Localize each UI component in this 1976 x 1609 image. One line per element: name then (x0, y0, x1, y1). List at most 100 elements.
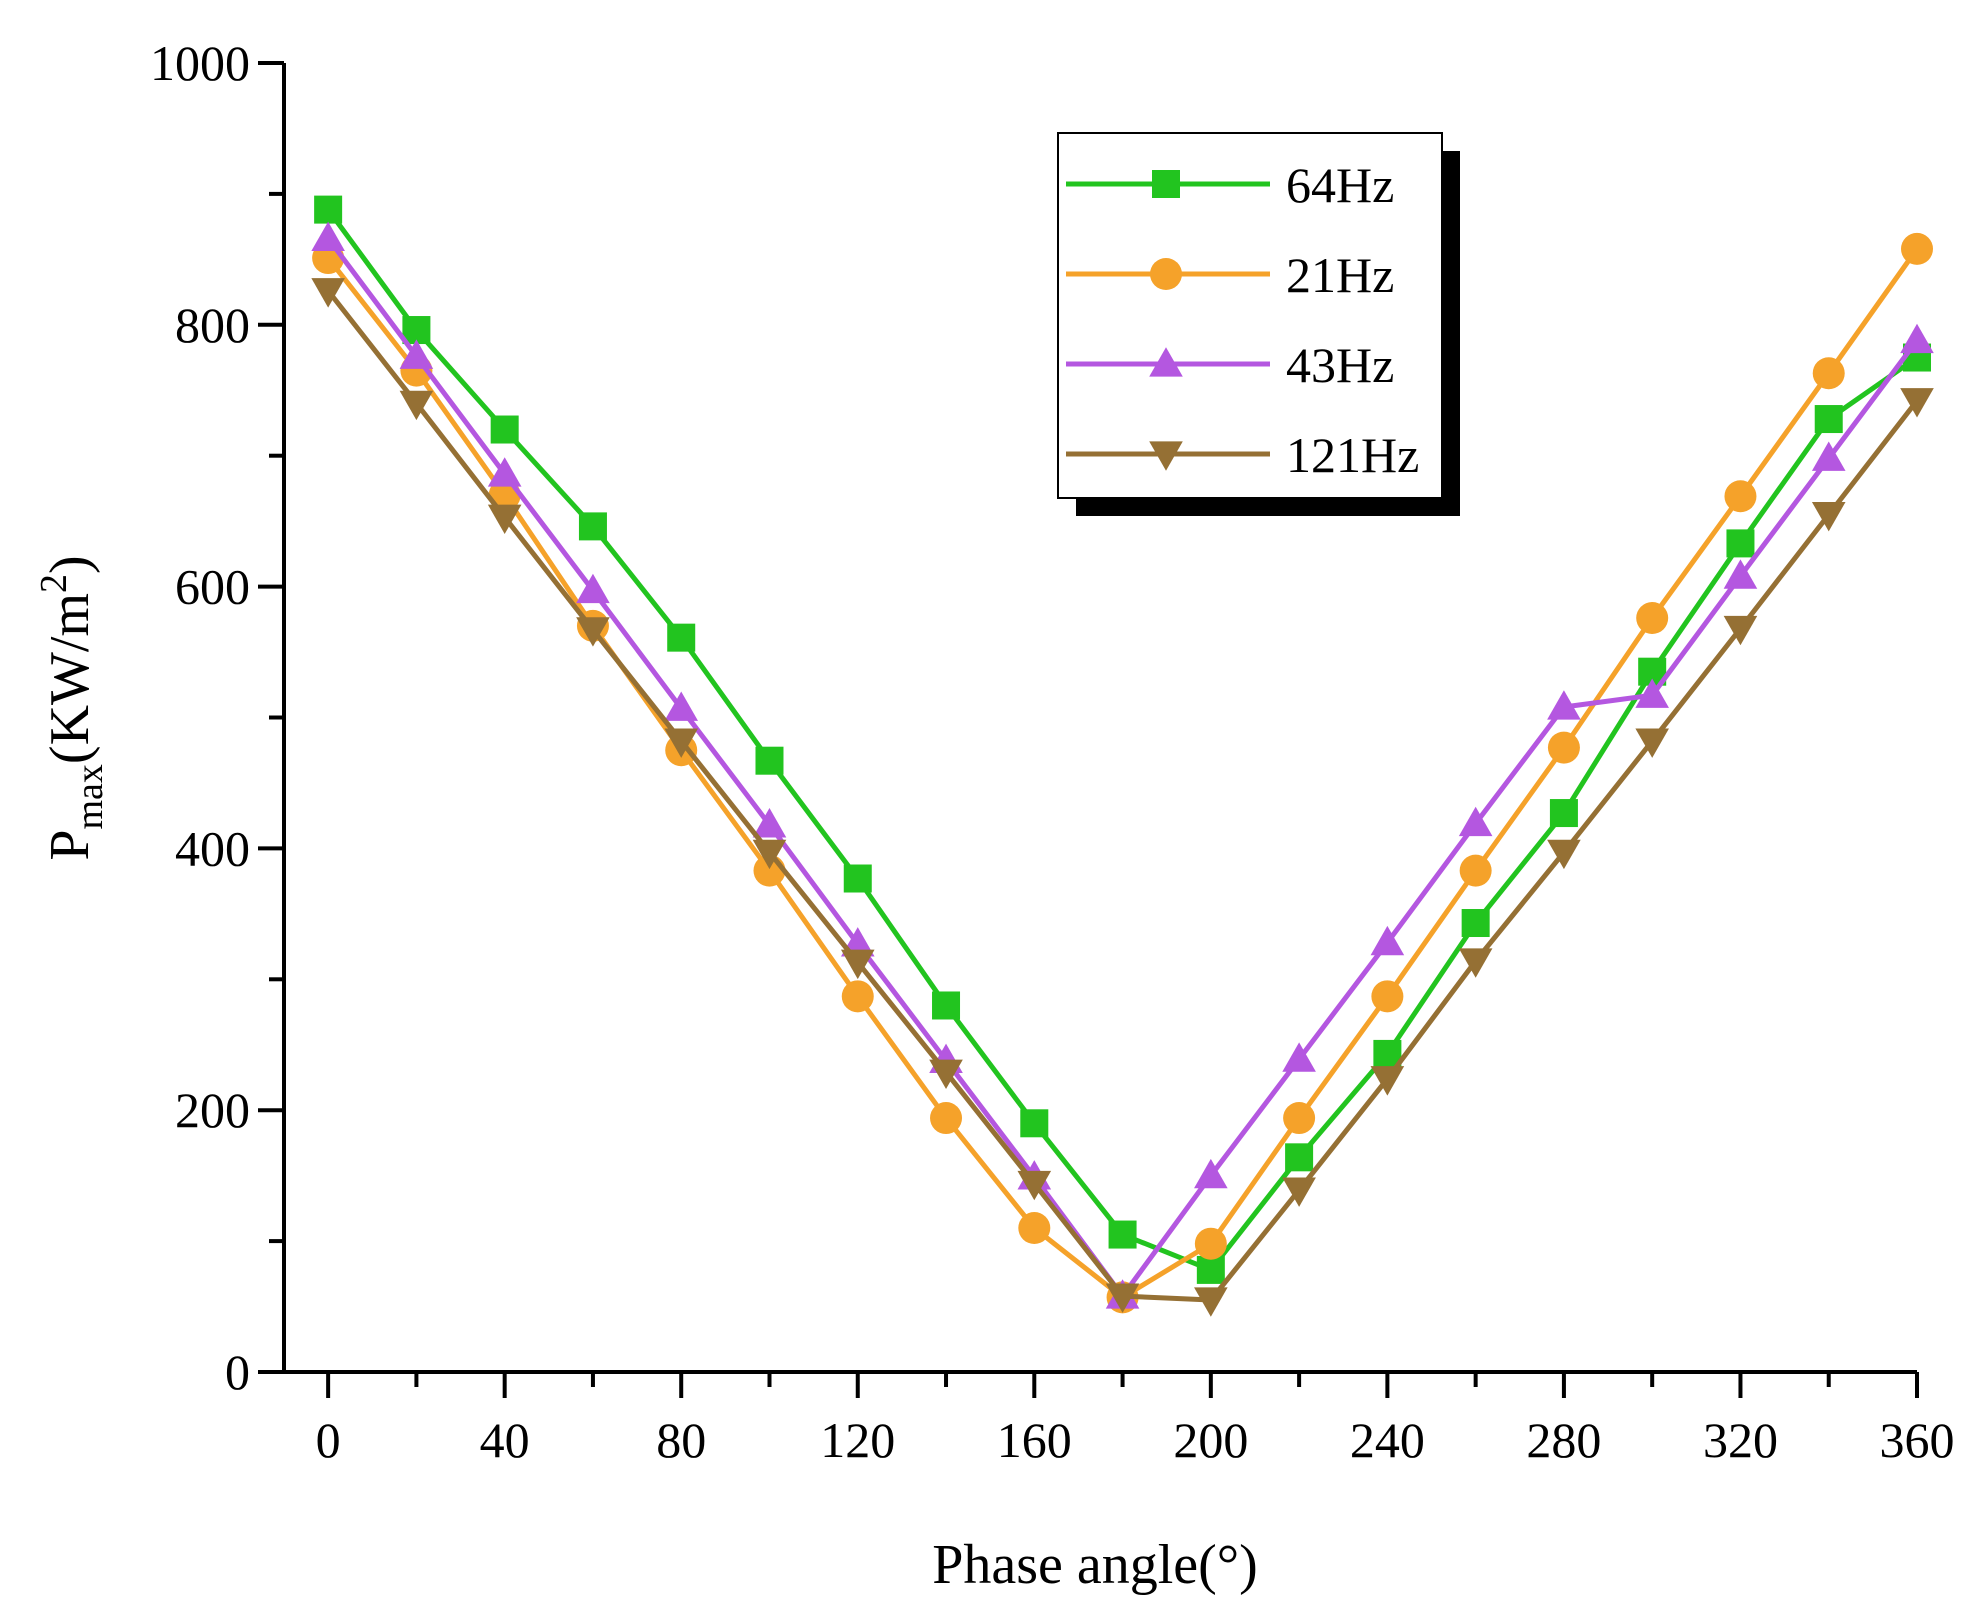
data-point-64hz (932, 991, 961, 1020)
data-point-43hz (752, 808, 787, 838)
data-point-121hz (1547, 839, 1581, 870)
data-point-121hz (1723, 615, 1758, 646)
y-tick-label: 200 (175, 1082, 250, 1138)
data-point-121hz (1282, 1177, 1316, 1207)
y-axis-title-unit-suffix: ) (39, 555, 101, 574)
series-64hz (314, 195, 1931, 1284)
data-point-121hz (929, 1059, 963, 1090)
data-point-43hz (576, 573, 610, 604)
x-tick-label: 80 (656, 1412, 706, 1468)
legend-label: 43Hz (1286, 337, 1394, 393)
data-point-43hz (311, 221, 345, 252)
x-tick-label: 240 (1350, 1412, 1425, 1468)
y-tick-label: 800 (175, 297, 250, 353)
data-point-64hz (843, 864, 872, 893)
data-point-121hz (664, 728, 699, 758)
data-point-64hz (1285, 1143, 1314, 1172)
data-point-21hz (1724, 480, 1757, 513)
data-point-64hz (314, 195, 343, 224)
data-point-121hz (1635, 728, 1669, 758)
data-point-43hz (1282, 1042, 1316, 1072)
legend-marker (1150, 258, 1182, 290)
data-point-121hz (1900, 388, 1934, 418)
x-tick-label: 280 (1526, 1412, 1601, 1468)
data-point-64hz (1726, 529, 1755, 558)
y-axis-title-unit: (KW/m (39, 593, 101, 764)
data-point-121hz (1105, 1283, 1140, 1313)
data-point-64hz (667, 623, 696, 652)
legend-item-43hz: 43Hz (1066, 337, 1394, 393)
data-point-64hz (1196, 1255, 1225, 1284)
data-point-21hz (1371, 980, 1404, 1013)
y-tick-label: 400 (175, 820, 250, 876)
data-point-21hz (1547, 731, 1580, 764)
data-point-121hz (311, 278, 345, 308)
x-axis-title: Phase angle(°) (932, 1534, 1258, 1596)
x-tick-label: 200 (1173, 1412, 1248, 1468)
data-point-21hz (1283, 1102, 1316, 1135)
data-point-43hz (487, 457, 522, 487)
data-point-64hz (1549, 799, 1578, 828)
legend-marker (1149, 347, 1183, 377)
data-point-121hz (840, 949, 875, 980)
data-point-64hz (402, 316, 431, 345)
data-point-121hz (752, 839, 787, 870)
y-tick-label: 600 (175, 559, 250, 615)
legend-item-21hz: 21Hz (1066, 247, 1394, 303)
data-point-43hz (1811, 441, 1846, 471)
data-point-121hz (487, 504, 522, 535)
y-tick-label: 1000 (150, 35, 250, 91)
plot-area (311, 195, 1934, 1317)
data-point-43hz (1723, 559, 1758, 589)
data-point-64hz (1108, 1220, 1137, 1249)
axes: 0 40 80 120 160 200 240 280 320 360 0 200 400 600 800 1… (150, 35, 1955, 1468)
data-point-43hz (1547, 690, 1581, 720)
series-121hz (311, 278, 1934, 1317)
data-point-121hz (576, 617, 610, 647)
y-axis-title: Pmax(KW/m2) (33, 555, 111, 860)
x-tick-label: 320 (1703, 1412, 1778, 1468)
y-axis-title-unit-superscript: 2 (33, 574, 75, 593)
data-point-121hz (1370, 1066, 1405, 1096)
data-point-21hz (1636, 602, 1669, 635)
legend-marker (1152, 170, 1180, 198)
data-point-21hz (1812, 357, 1845, 390)
data-point-21hz (1194, 1227, 1227, 1260)
data-point-121hz (1194, 1287, 1228, 1317)
data-point-21hz (1018, 1212, 1051, 1245)
data-point-43hz (664, 691, 699, 721)
data-point-21hz (841, 980, 874, 1013)
data-point-43hz (1900, 323, 1934, 354)
data-point-43hz (1635, 678, 1669, 708)
data-point-21hz (930, 1102, 963, 1135)
x-tick-label: 160 (997, 1412, 1072, 1468)
data-point-43hz (1370, 925, 1405, 956)
data-point-64hz (1814, 405, 1843, 434)
legend-item-64hz: 64Hz (1066, 157, 1394, 213)
data-point-121hz (1017, 1170, 1052, 1201)
data-point-64hz (755, 746, 784, 775)
data-point-21hz (1459, 854, 1492, 887)
legend-item-121hz: 121Hz (1066, 427, 1419, 483)
x-tick-label: 120 (820, 1412, 895, 1468)
data-point-64hz (490, 415, 519, 444)
legend: 64Hz 21Hz 43Hz 121Hz (1057, 132, 1460, 516)
data-point-43hz (1194, 1158, 1228, 1189)
legend-label: 21Hz (1286, 247, 1394, 303)
data-point-21hz (1901, 232, 1933, 265)
y-axis-title-subscript: max (69, 764, 111, 829)
x-tick-label: 360 (1880, 1412, 1955, 1468)
data-point-43hz (399, 339, 434, 369)
data-point-64hz (578, 512, 607, 541)
x-tick-label: 0 (316, 1412, 341, 1468)
y-tick-label: 0 (225, 1344, 250, 1400)
data-point-43hz (1458, 806, 1493, 837)
data-point-64hz (1020, 1109, 1049, 1138)
x-tick-label: 40 (480, 1412, 530, 1468)
data-point-121hz (399, 390, 434, 421)
y-axis-title-main: P (39, 830, 101, 861)
legend-label: 121Hz (1286, 427, 1419, 483)
data-point-64hz (1461, 909, 1490, 938)
